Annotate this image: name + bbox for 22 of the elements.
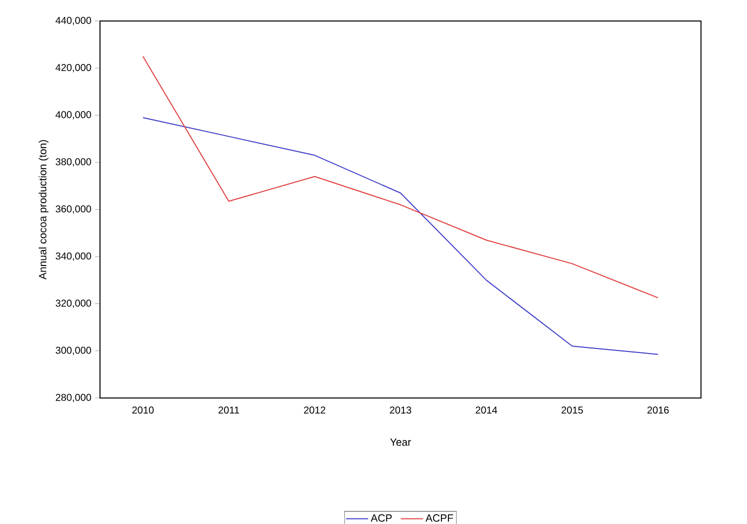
y-tick-label: 320,000 (56, 300, 92, 308)
y-tick-label: 280,000 (56, 394, 92, 402)
y-tick-label: 360,000 (56, 205, 92, 214)
line-series (142, 117, 659, 355)
y-axis-title: Annual cocoa production (ton) (38, 140, 48, 280)
x-tick-label: 2011 (218, 406, 240, 414)
x-tick-label: 2014 (476, 406, 498, 414)
x-axis-title: Year (390, 438, 411, 446)
x-tick-label: 2013 (390, 406, 412, 414)
x-tick-label: 2016 (647, 406, 669, 414)
y-tick-label: 300,000 (56, 346, 92, 355)
line-series (142, 56, 659, 298)
legend-label: ACP (370, 514, 392, 522)
y-tick-label: 400,000 (56, 111, 92, 120)
legend-label: ACPF (426, 514, 454, 522)
y-tick-label: 440,000 (56, 16, 92, 26)
x-tick-label: 2015 (562, 406, 583, 414)
y-tick-label: 340,000 (56, 252, 92, 261)
y-tick-label: 420,000 (56, 64, 92, 72)
y-tick-label: 380,000 (56, 158, 92, 167)
x-tick-label: 2010 (132, 406, 154, 414)
x-tick-label: 2012 (304, 406, 326, 414)
